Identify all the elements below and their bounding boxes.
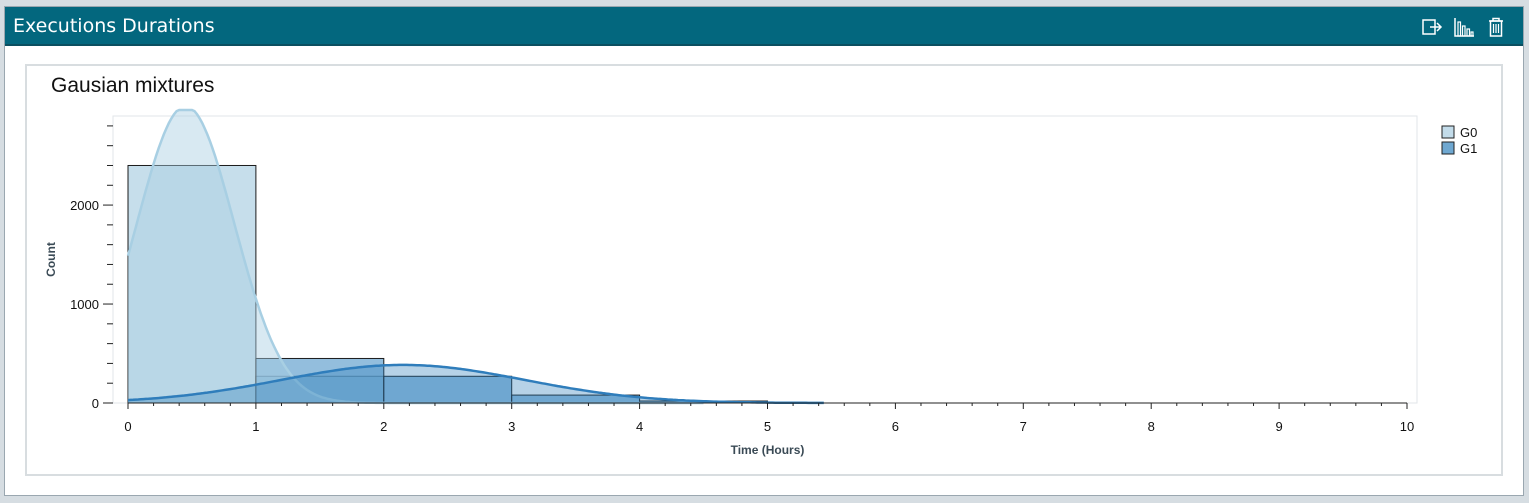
x-tick-label-8: 8	[1148, 419, 1155, 434]
density-area-g1	[128, 364, 826, 403]
export-icon[interactable]	[1421, 16, 1443, 38]
x-tick-label-1: 1	[252, 419, 259, 434]
chart-card: Gausian mixtures 0 1 2 3 4 5 6 7 8 9 10 Time (Hours…	[25, 64, 1503, 476]
density-curve-g1	[127, 363, 824, 405]
y-tick-label-2000: 2000	[70, 198, 99, 213]
legend-swatch-g1	[1441, 141, 1455, 155]
x-tick-label-0: 0	[124, 419, 131, 434]
x-tick-label-9: 9	[1275, 419, 1282, 434]
x-tick-label-6: 6	[892, 419, 899, 434]
legend-label-g1: G1	[1460, 141, 1477, 156]
histogram-chart: 0 1 2 3 4 5 6 7 8 9 10 Time (Hours) 0 1000 2000 Count G0…	[44, 108, 1477, 457]
legend-label-g0: G0	[1460, 125, 1477, 140]
x-tick-label-5: 5	[764, 419, 771, 434]
y-tick-label-1000: 1000	[70, 297, 99, 312]
bar-chart-icon[interactable]	[1453, 16, 1475, 38]
panel-title: Executions Durations	[13, 15, 215, 37]
executions-durations-panel: Executions Durations	[4, 6, 1524, 496]
header-toolbar	[1421, 16, 1507, 38]
x-tick-label-4: 4	[636, 419, 643, 434]
x-axis-label: Time (Hours)	[731, 443, 805, 457]
y-tick-label-0: 0	[92, 396, 99, 411]
x-tick-label-10: 10	[1400, 419, 1414, 434]
x-tick-label-7: 7	[1020, 419, 1027, 434]
x-tick-label-3: 3	[508, 419, 515, 434]
trash-icon[interactable]	[1485, 16, 1507, 38]
legend-swatch-g0	[1441, 125, 1455, 139]
y-axis-label: Count	[44, 242, 58, 277]
bar-g0-0	[127, 164, 257, 404]
x-tick-label-2: 2	[380, 419, 387, 434]
panel-header: Executions Durations	[5, 7, 1523, 46]
chart-title: Gausian mixtures	[51, 74, 215, 97]
